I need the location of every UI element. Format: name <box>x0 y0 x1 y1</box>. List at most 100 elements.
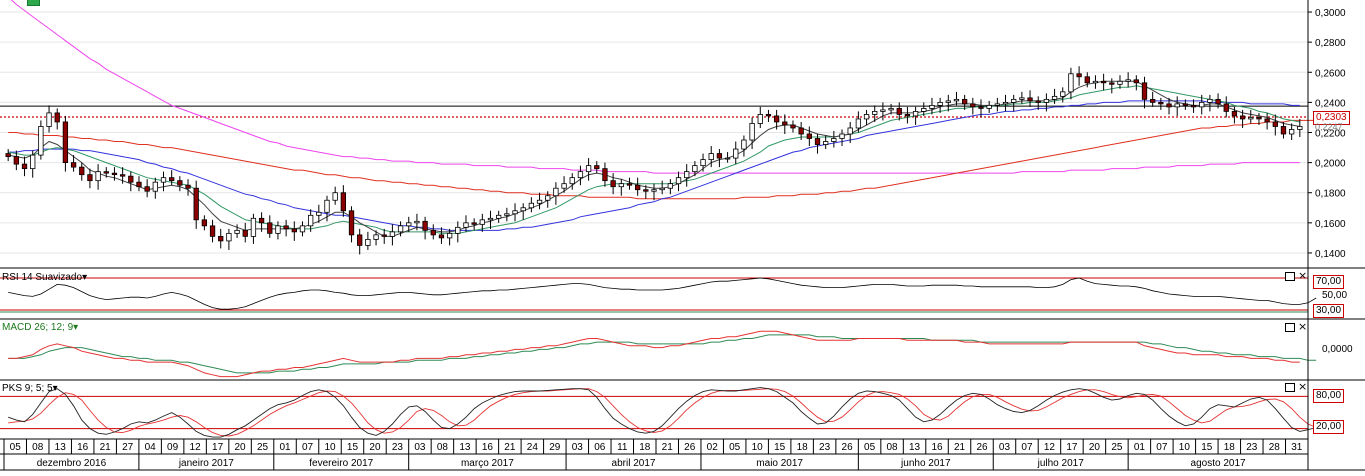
candle-body <box>724 157 731 160</box>
candle-body <box>921 108 927 112</box>
candle-body <box>904 114 911 117</box>
candle-body <box>70 162 77 168</box>
candle <box>267 215 273 238</box>
maximize-icon[interactable] <box>1285 383 1295 392</box>
close-icon[interactable]: × <box>1298 320 1308 333</box>
candle <box>945 94 951 112</box>
close-icon[interactable]: × <box>1298 380 1308 393</box>
ma-gray-line <box>8 80 1300 237</box>
candle <box>553 182 559 205</box>
candle-body <box>1289 129 1295 135</box>
chevron-down-icon[interactable]: ▾ <box>73 322 79 333</box>
candle-body <box>733 148 739 159</box>
candle <box>414 213 420 231</box>
candle-body <box>839 133 845 139</box>
candle-body <box>177 180 183 186</box>
candle-body <box>831 138 837 142</box>
candle <box>520 203 526 220</box>
candle <box>226 228 232 250</box>
day-tick-label: 23 <box>1246 442 1258 453</box>
candle-body <box>863 114 870 120</box>
candle-body <box>455 226 461 234</box>
candle-body <box>929 104 935 109</box>
candle <box>242 222 248 243</box>
candle <box>1248 109 1254 124</box>
day-tick-label: 04 <box>145 442 157 453</box>
day-tick-label: 08 <box>32 442 44 453</box>
candle <box>324 195 330 222</box>
candle <box>504 207 510 222</box>
candle <box>929 97 935 115</box>
candle <box>773 109 780 130</box>
maximize-icon[interactable] <box>1285 323 1295 332</box>
candle <box>970 97 976 115</box>
day-tick-label: 15 <box>774 442 786 453</box>
candle-body <box>275 225 281 234</box>
candle <box>978 99 984 118</box>
candle <box>30 150 36 178</box>
day-tick-label: 25 <box>1111 442 1123 453</box>
pks-title[interactable]: PKS 9; 5; 5▾ <box>2 383 58 394</box>
day-tick-label: 06 <box>594 442 606 453</box>
macd-title[interactable]: MACD 26; 12; 9▾ <box>2 322 78 333</box>
candle-body <box>21 163 28 170</box>
candle-body <box>684 171 690 179</box>
candle-body <box>1166 103 1172 108</box>
rsi-title[interactable]: RSI 14 Suavizado▾ <box>2 272 87 283</box>
candle-body <box>651 189 657 192</box>
candle <box>381 228 387 244</box>
pks-d-line <box>8 388 1317 437</box>
candle <box>700 153 706 172</box>
candle <box>406 216 412 232</box>
candle-body <box>160 177 167 183</box>
candle-body <box>1182 103 1189 106</box>
candle-body <box>291 228 297 233</box>
candle-body <box>814 138 821 145</box>
maximize-icon[interactable] <box>1285 272 1295 281</box>
y-tick-label: 0,1400 <box>1315 249 1346 260</box>
day-tick-label: 13 <box>55 442 67 453</box>
candle <box>823 135 829 150</box>
candle <box>921 102 927 116</box>
candle-body <box>545 195 551 201</box>
day-tick-label: 29 <box>549 442 561 453</box>
candle-body <box>340 192 346 212</box>
candle-body <box>1027 97 1033 102</box>
candle-body <box>267 222 273 234</box>
candle-body <box>561 183 567 189</box>
candle <box>119 167 126 184</box>
candle-body <box>1150 98 1156 103</box>
chevron-down-icon[interactable]: ▾ <box>52 383 58 394</box>
candle-body <box>193 187 199 221</box>
rsi-level-30: 30,00 <box>1313 304 1345 318</box>
candle <box>1100 73 1107 91</box>
candle-body <box>626 183 633 186</box>
rsi-line <box>8 277 1317 310</box>
candle <box>169 170 175 186</box>
day-tick-label: 21 <box>662 442 674 453</box>
day-tick-label: 05 <box>10 442 22 453</box>
candle-body <box>1019 97 1025 100</box>
close-icon[interactable]: × <box>1298 269 1308 282</box>
candle-body <box>1011 98 1017 103</box>
candle <box>1182 99 1189 110</box>
candle <box>185 179 191 196</box>
rsi-title-text: RSI 14 Suavizado <box>2 272 83 283</box>
candle-body <box>962 98 968 105</box>
candle <box>798 121 804 141</box>
candle <box>643 185 649 199</box>
candle-body <box>5 153 11 157</box>
candle <box>1019 91 1025 104</box>
pks-k-line <box>8 387 1317 438</box>
chevron-down-icon[interactable]: ▾ <box>82 272 88 283</box>
candle <box>397 221 404 237</box>
candle-body <box>1248 117 1254 120</box>
day-tick-label: 08 <box>437 442 449 453</box>
month-label: junho 2017 <box>900 458 951 469</box>
candle-body <box>373 234 379 240</box>
candle-body <box>504 213 510 216</box>
candle <box>675 171 682 192</box>
candle <box>79 162 85 181</box>
candle <box>1264 112 1270 130</box>
candle-body <box>700 159 706 167</box>
